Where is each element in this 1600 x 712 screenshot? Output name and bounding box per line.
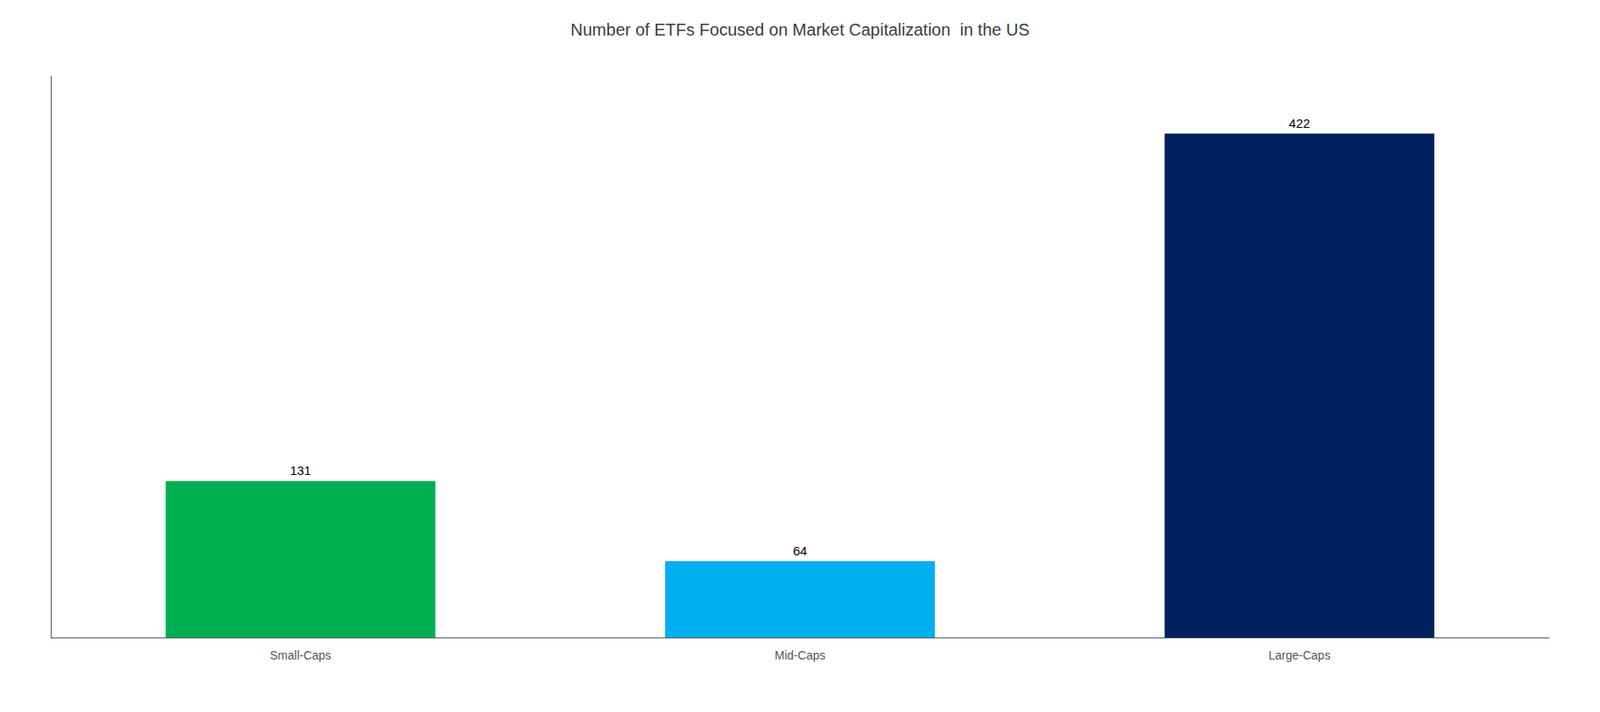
svg-text:Small-Caps: Small-Caps	[269, 648, 331, 662]
svg-text:Mid-Caps: Mid-Caps	[775, 648, 826, 662]
svg-text:422: 422	[1288, 115, 1310, 131]
svg-text:Large-Caps: Large-Caps	[1268, 648, 1331, 662]
svg-text:131: 131	[290, 462, 312, 478]
svg-text:64: 64	[792, 543, 808, 558]
svg-text:Number of ETFs Focused on Mark: Number of ETFs Focused on Market Capital…	[570, 20, 1029, 39]
